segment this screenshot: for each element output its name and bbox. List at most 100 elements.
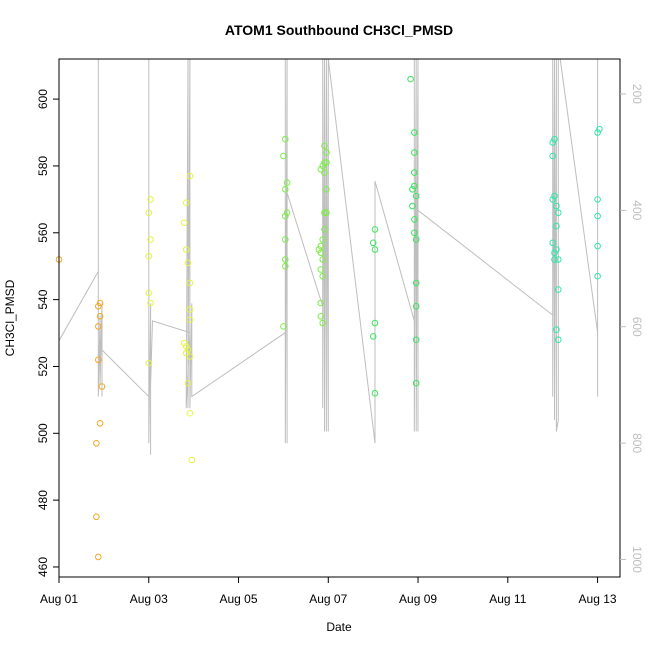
x-tick-label: Aug 11 [489,592,526,606]
data-point [412,379,420,387]
y-tick-label: 580 [36,156,50,176]
data-point [411,182,418,190]
data-point [283,209,291,216]
data-point [184,346,192,354]
data-point [323,149,330,156]
data-point [323,186,330,193]
track-lines [59,59,599,455]
data-point [555,209,562,216]
data-point [315,246,323,253]
data-point [182,343,190,350]
data-point [147,236,154,243]
data-point [411,169,418,176]
data-point [549,139,557,146]
data-point [321,209,328,216]
data-point [551,135,558,143]
data-point [317,299,325,307]
data-point [412,336,420,344]
data-point [412,236,420,243]
x-tick-label: Aug 05 [219,592,257,606]
data-point [282,256,289,263]
data-point [182,349,190,357]
data-point [551,256,558,263]
x-tick-label: Aug 13 [579,592,617,606]
y2-tick-label: 400 [630,200,644,220]
y2-tick-label: 1000 [630,546,644,573]
data-point [317,313,325,320]
data-point [411,149,418,156]
data-point [411,216,418,223]
data-point [553,202,560,210]
data-point [95,303,102,310]
data-point [186,306,194,313]
plot-frame [58,58,621,578]
y-tick-label: 480 [36,490,50,510]
data-point [371,246,379,253]
data-point [147,299,154,307]
data-point [319,272,327,280]
data-point [95,323,102,330]
data-point [371,319,379,327]
data-point [181,219,188,227]
data-point [280,323,287,330]
data-point [323,159,330,166]
data-point [319,319,327,327]
data-point [412,303,420,310]
data-point [369,333,377,340]
y-tick-label: 560 [36,222,50,242]
data-point [594,212,601,220]
data-point [319,256,327,263]
data-point [321,159,328,166]
data-point [371,389,379,397]
data-point [182,199,190,206]
x-tick-label: Aug 07 [309,592,347,606]
data-point [184,379,192,387]
data-point [186,409,194,417]
data-point [145,252,153,260]
data-point [181,339,188,347]
data-points [55,75,603,561]
data-point [411,229,418,237]
data-point [280,152,287,160]
data-point [549,152,557,160]
data-point [369,239,377,247]
data-point [319,162,327,170]
data-point [594,242,601,250]
data-point [188,456,196,464]
data-point [147,196,154,203]
data-point [283,179,291,186]
y-axis: 460 480 500 520 540 560 580 600 [36,89,59,577]
y-tick-label: 520 [36,356,50,376]
y-tick-label: 540 [36,289,50,309]
data-point [555,286,562,293]
data-point [411,129,418,136]
y2-tick-label: 600 [630,317,644,337]
data-point [549,196,557,203]
data-point [182,246,190,253]
data-point [321,226,328,233]
data-point [594,272,601,280]
data-point [553,246,560,253]
x-axis-label: Date [326,620,352,634]
data-point [96,299,104,307]
data-point [95,356,102,364]
data-point [412,192,420,200]
data-point [319,236,327,243]
data-point [407,75,414,83]
data-point [594,129,601,136]
data-point [555,336,562,344]
data-point [594,196,601,203]
data-point [186,279,194,287]
data-point [98,383,106,390]
x-tick-label: Aug 09 [399,592,437,606]
data-point [317,249,325,257]
data-point [282,236,289,243]
track-line [59,59,599,455]
x-tick-label: Aug 01 [40,592,78,606]
data-point [412,279,420,287]
chart-title: ATOM1 Southbound CH3Cl_PMSD [225,22,453,38]
data-point [409,202,416,210]
x-tick-label: Aug 03 [130,592,168,606]
y-axis-label: CH3Cl_PMSD [3,279,17,356]
